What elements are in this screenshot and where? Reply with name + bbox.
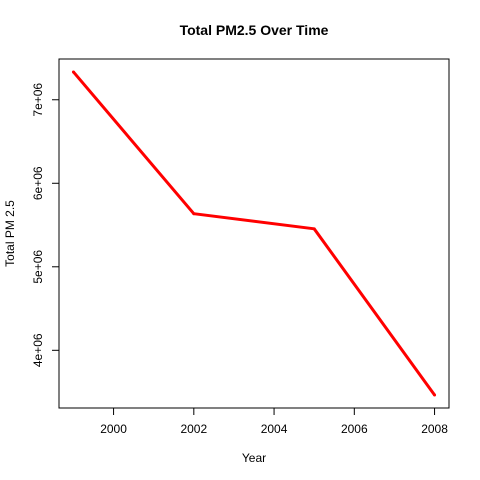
y-tick-label: 6e+06 [31,166,45,200]
x-tick-label: 2004 [261,422,288,436]
x-tick-label: 2002 [180,422,207,436]
y-tick-label: 4e+06 [31,333,45,367]
x-tick-label: 2006 [341,422,368,436]
series-layer [71,70,437,397]
y-axis-ticks: 4e+06 5e+06 6e+06 7e+06 [31,83,59,367]
x-axis-label: Year [242,451,266,465]
y-axis-label: Total PM 2.5 [3,200,17,267]
chart-title: Total PM2.5 Over Time [180,22,329,38]
x-axis-ticks: 2000 2002 2004 2006 2008 [100,408,448,436]
series-line [72,70,436,396]
y-tick-label: 5e+06 [31,250,45,284]
y-tick-label: 7e+06 [31,83,45,117]
data-point [433,393,437,397]
data-point [312,227,316,231]
data-point [71,70,75,74]
data-point [192,212,196,216]
x-tick-label: 2000 [100,422,127,436]
x-tick-label: 2008 [421,422,448,436]
